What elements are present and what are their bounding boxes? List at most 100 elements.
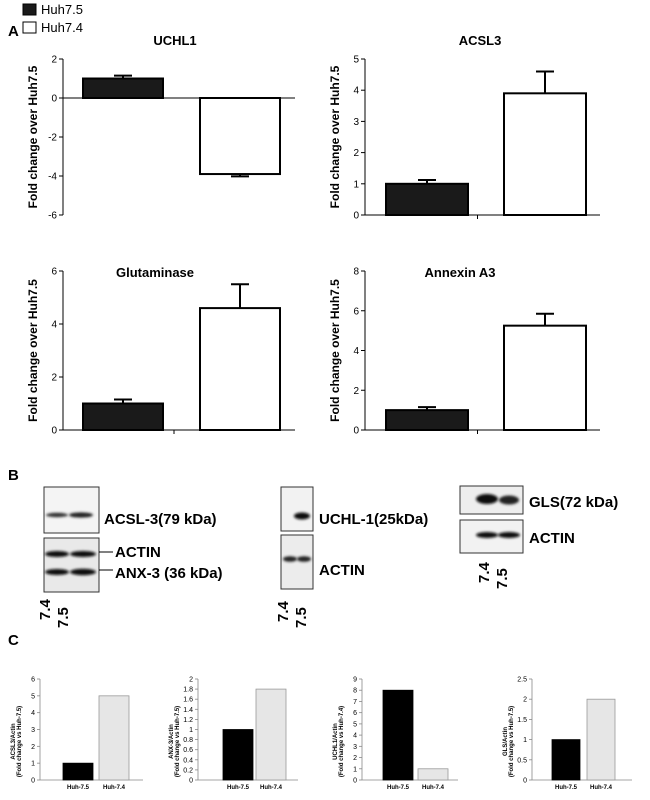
y-tick-label: 1.6 [183,697,193,704]
chart-glutaminase: Glutaminase Fold change over Huh7.5 0 2 4 6 [26,265,295,437]
chart-uchl1: UCHL1 Fold change over Huh7.5 -6 -4 -2 0 2 [26,33,295,222]
lane-label-75-right: 7.5 [494,568,511,589]
x-category-label: Huh-7.5 [387,785,410,791]
blot-actin-label-left: ACTIN [115,544,161,561]
y-tick-label: 8 [353,267,359,278]
y-tick-label: 3 [353,744,357,751]
y-tick-label: 2 [353,386,359,397]
y-axis-label: ACSL3/Actin [11,723,17,760]
bar-huh74 [503,92,587,216]
y-tick-label: 0.5 [517,757,527,764]
y-tick-label: 5 [353,721,357,728]
y-tick-label: 0 [353,211,359,222]
y-tick-label: 2 [353,755,357,762]
y-tick-label: 8 [353,688,357,695]
blot-gls-label: GLS(72 kDa) [529,494,618,511]
y-tick-label: 1 [353,766,357,773]
y-tick-label: 2.5 [517,677,527,684]
blot-actin-frame-middle [280,534,314,590]
legend-label-huh74: Huh7.4 [41,20,83,35]
x-category-label: Huh-7.5 [67,785,90,791]
blot-actin-band-74-middle [283,556,297,562]
y-tick-label: 0.8 [183,737,193,744]
y-tick-label: 0 [51,426,57,437]
bar-huh75 [62,762,94,781]
y-tick-label: 5 [353,55,359,66]
y-tick-label: 2 [51,55,57,66]
y-tick-label: 0.6 [183,747,193,754]
y-axis-label: GLS/Actin [503,727,509,756]
y-tick-label: 6 [353,306,359,317]
y-axis-label-sub: (Fold change vs Huh-7.5) [509,706,515,777]
bar-huh74 [255,688,287,781]
y-tick-label: 0.2 [183,767,193,774]
x-category-label: Huh-7.5 [555,785,578,791]
y-axis-label: ANX-3/Actin [169,724,175,759]
chart-title: Annexin A3 [424,265,495,280]
panel-label-a: A [8,23,19,40]
y-tick-label: 1.5 [517,717,527,724]
y-tick-label: 6 [31,677,35,684]
bar-huh74 [98,695,130,781]
y-tick-label: 1.8 [183,687,193,694]
y-tick-label: 9 [353,677,357,684]
bar-huh75 [222,729,254,781]
y-tick-label: 4 [353,733,357,740]
x-category-label: Huh-7.4 [422,785,445,791]
panel-label-c: C [8,632,19,649]
x-category-label: Huh-7.5 [227,785,250,791]
blot-actin-label-right: ACTIN [529,530,575,547]
y-tick-label: 1 [189,727,193,734]
bar-huh75 [385,182,469,217]
y-axis-label: Fold change over Huh7.5 [26,65,40,208]
lane-label-74-left: 7.4 [37,598,54,620]
legend-swatch-huh74 [22,21,37,34]
y-tick-label: 6 [51,267,57,278]
bar-huh74 [199,97,281,176]
y-tick-label: 2 [31,744,35,751]
y-tick-label: 0.4 [183,757,193,764]
y-tick-label: 2 [353,148,359,159]
bar-huh75 [382,689,414,781]
chart-annexin-a3: Annexin A3 Fold change over Huh7.5 0 2 4 6 8 [328,265,600,437]
chart-title: ACSL3 [459,33,502,48]
blot-uchl1-label: UCHL-1(25kDa) [319,511,428,528]
legend-swatch-huh75 [22,3,37,16]
chart-uchl1-actin: UCHL1/Actin (Fold change vs Huh-7.4) 0 1 2 3 4… [333,677,458,791]
blot-anx3-band-75 [70,568,96,576]
blot-anx3-label: ANX-3 (36 kDa) [115,565,223,582]
chart-gls-actin: GLS/Actin (Fold change vs Huh-7.5) 0 0.5 1 1.… [503,677,632,791]
y-tick-label: 2 [51,373,57,384]
blot-actin-band-75 [70,551,96,557]
x-category-label: Huh-7.4 [590,785,613,791]
y-tick-label: 0 [523,778,527,785]
y-tick-label: 1 [523,737,527,744]
chart-title: UCHL1 [153,33,196,48]
blot-anx3-band-74 [45,569,69,575]
blot-uchl1-band-75 [294,512,310,520]
bar-huh75 [551,739,581,781]
lane-label-75-middle: 7.5 [293,607,310,628]
bar-huh74 [503,324,587,431]
blot-actin-band-74 [45,551,69,557]
chart-title: Glutaminase [116,265,194,280]
y-tick-label: 7 [353,699,357,706]
blot-actin-band-74-right [476,532,498,538]
bar-huh75 [385,409,469,431]
y-tick-label: -4 [48,172,57,183]
bar-huh74 [199,307,281,432]
blot-middle: UCHL-1(25kDa) ACTIN 7.4 7.5 [275,486,428,628]
blot-gls-band-74 [476,494,498,504]
blot-right: GLS(72 kDa) ACTIN 7.4 7.5 [459,485,618,589]
y-tick-label: 4 [353,86,359,97]
bar-huh74 [417,768,449,781]
chart-anx3-actin: ANX-3/Actin (Fold change vs Huh-7.5) 0 0.2 0… [169,677,298,791]
blot-acsl3-label: ACSL-3(79 kDa) [104,511,217,528]
lane-label-74-middle: 7.4 [275,600,292,622]
lane-label-75-left: 7.5 [55,607,72,628]
y-tick-label: 1.2 [183,717,193,724]
bar-huh75 [82,402,164,431]
y-axis-label: Fold change over Huh7.5 [26,279,40,422]
y-tick-label: -2 [48,133,57,144]
